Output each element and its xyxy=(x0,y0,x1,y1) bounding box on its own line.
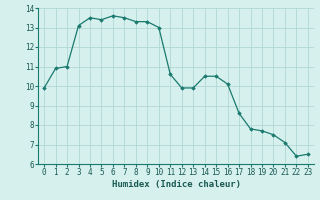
X-axis label: Humidex (Indice chaleur): Humidex (Indice chaleur) xyxy=(111,180,241,189)
